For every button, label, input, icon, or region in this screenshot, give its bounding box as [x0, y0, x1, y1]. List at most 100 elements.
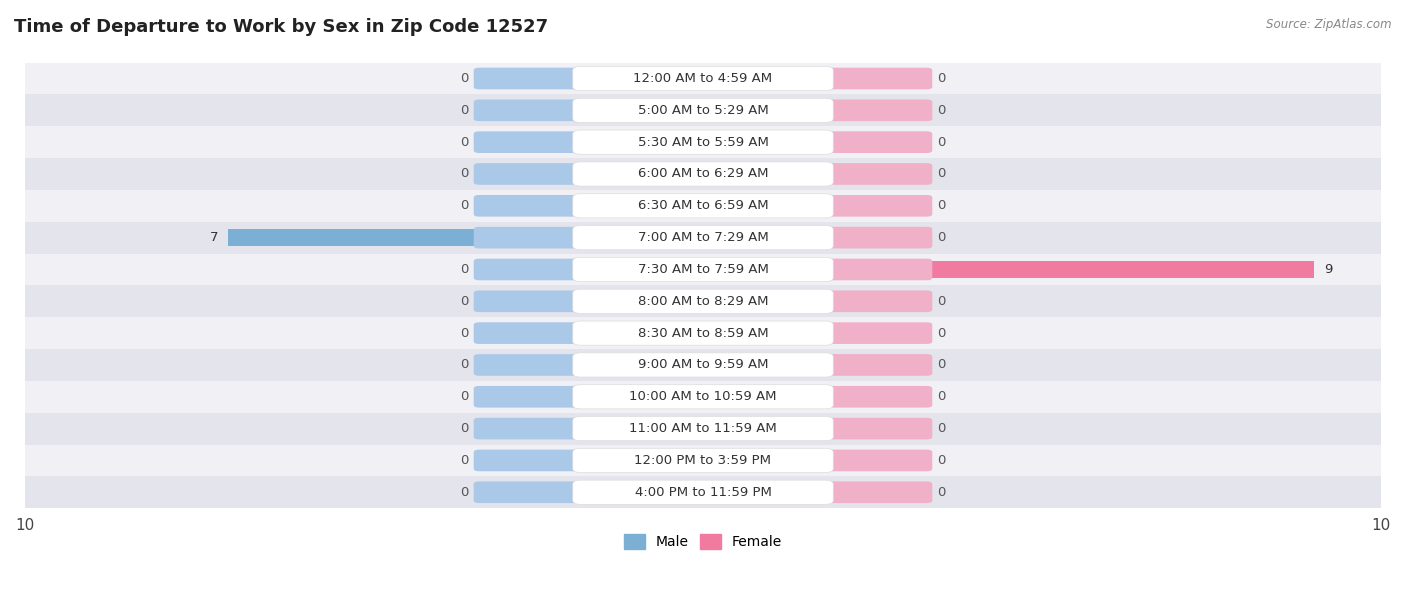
- FancyBboxPatch shape: [572, 162, 834, 186]
- Text: 8:30 AM to 8:59 AM: 8:30 AM to 8:59 AM: [638, 327, 768, 340]
- FancyBboxPatch shape: [572, 416, 834, 441]
- FancyBboxPatch shape: [820, 227, 932, 249]
- Bar: [25, 95, 1381, 126]
- Bar: [25, 62, 1381, 95]
- Text: 7:30 AM to 7:59 AM: 7:30 AM to 7:59 AM: [637, 263, 769, 276]
- Text: 6:00 AM to 6:29 AM: 6:00 AM to 6:29 AM: [638, 167, 768, 180]
- FancyBboxPatch shape: [572, 321, 834, 345]
- Text: 0: 0: [461, 167, 470, 180]
- FancyBboxPatch shape: [474, 481, 586, 503]
- Text: 11:00 AM to 11:59 AM: 11:00 AM to 11:59 AM: [628, 422, 778, 435]
- Text: 0: 0: [461, 104, 470, 117]
- Text: 0: 0: [936, 167, 945, 180]
- FancyBboxPatch shape: [572, 449, 834, 472]
- Text: 0: 0: [936, 422, 945, 435]
- Text: 0: 0: [461, 72, 470, 85]
- Text: 5:30 AM to 5:59 AM: 5:30 AM to 5:59 AM: [637, 136, 769, 149]
- FancyBboxPatch shape: [474, 354, 586, 376]
- Text: 7:00 AM to 7:29 AM: 7:00 AM to 7:29 AM: [638, 231, 768, 244]
- Text: 0: 0: [936, 72, 945, 85]
- FancyBboxPatch shape: [572, 226, 834, 250]
- FancyBboxPatch shape: [820, 386, 932, 408]
- FancyBboxPatch shape: [474, 227, 586, 249]
- Text: 9: 9: [1323, 263, 1331, 276]
- Text: 0: 0: [936, 104, 945, 117]
- FancyBboxPatch shape: [820, 322, 932, 344]
- Bar: [703, 261, 1313, 278]
- FancyBboxPatch shape: [474, 259, 586, 280]
- Text: 7: 7: [209, 231, 218, 244]
- FancyBboxPatch shape: [474, 418, 586, 440]
- Text: 12:00 AM to 4:59 AM: 12:00 AM to 4:59 AM: [634, 72, 772, 85]
- FancyBboxPatch shape: [474, 290, 586, 312]
- FancyBboxPatch shape: [820, 354, 932, 376]
- Text: 8:00 AM to 8:29 AM: 8:00 AM to 8:29 AM: [638, 295, 768, 308]
- Bar: [25, 158, 1381, 190]
- Text: 0: 0: [461, 263, 470, 276]
- Bar: [25, 444, 1381, 477]
- Text: 0: 0: [461, 136, 470, 149]
- Text: 12:00 PM to 3:59 PM: 12:00 PM to 3:59 PM: [634, 454, 772, 467]
- Text: 0: 0: [461, 199, 470, 212]
- Text: 0: 0: [936, 454, 945, 467]
- FancyBboxPatch shape: [572, 98, 834, 123]
- Text: 0: 0: [936, 136, 945, 149]
- FancyBboxPatch shape: [820, 163, 932, 185]
- Text: 0: 0: [461, 486, 470, 499]
- Text: 10:00 AM to 10:59 AM: 10:00 AM to 10:59 AM: [630, 390, 776, 403]
- Text: 4:00 PM to 11:59 PM: 4:00 PM to 11:59 PM: [634, 486, 772, 499]
- Bar: [228, 229, 703, 246]
- FancyBboxPatch shape: [474, 322, 586, 344]
- Text: 0: 0: [936, 358, 945, 371]
- FancyBboxPatch shape: [820, 259, 932, 280]
- FancyBboxPatch shape: [474, 68, 586, 89]
- Bar: [25, 381, 1381, 413]
- FancyBboxPatch shape: [474, 195, 586, 217]
- Text: 0: 0: [461, 358, 470, 371]
- Bar: [25, 190, 1381, 222]
- Text: 5:00 AM to 5:29 AM: 5:00 AM to 5:29 AM: [638, 104, 768, 117]
- FancyBboxPatch shape: [572, 480, 834, 505]
- Text: 9:00 AM to 9:59 AM: 9:00 AM to 9:59 AM: [638, 358, 768, 371]
- FancyBboxPatch shape: [474, 163, 586, 185]
- FancyBboxPatch shape: [572, 385, 834, 409]
- Text: Source: ZipAtlas.com: Source: ZipAtlas.com: [1267, 18, 1392, 31]
- FancyBboxPatch shape: [820, 131, 932, 153]
- Text: 0: 0: [461, 454, 470, 467]
- FancyBboxPatch shape: [820, 99, 932, 121]
- FancyBboxPatch shape: [474, 450, 586, 471]
- Text: 0: 0: [461, 295, 470, 308]
- FancyBboxPatch shape: [474, 386, 586, 408]
- FancyBboxPatch shape: [572, 130, 834, 154]
- Bar: [25, 222, 1381, 253]
- Text: 0: 0: [461, 390, 470, 403]
- Text: Time of Departure to Work by Sex in Zip Code 12527: Time of Departure to Work by Sex in Zip …: [14, 18, 548, 36]
- FancyBboxPatch shape: [820, 195, 932, 217]
- FancyBboxPatch shape: [820, 481, 932, 503]
- FancyBboxPatch shape: [820, 450, 932, 471]
- Bar: [25, 477, 1381, 508]
- FancyBboxPatch shape: [820, 290, 932, 312]
- FancyBboxPatch shape: [820, 68, 932, 89]
- FancyBboxPatch shape: [572, 258, 834, 281]
- Text: 0: 0: [936, 486, 945, 499]
- Text: 0: 0: [936, 199, 945, 212]
- FancyBboxPatch shape: [474, 99, 586, 121]
- Bar: [25, 126, 1381, 158]
- Text: 0: 0: [936, 390, 945, 403]
- Text: 0: 0: [461, 422, 470, 435]
- Text: 0: 0: [936, 327, 945, 340]
- FancyBboxPatch shape: [474, 131, 586, 153]
- Text: 0: 0: [936, 295, 945, 308]
- Bar: [25, 253, 1381, 286]
- Bar: [25, 317, 1381, 349]
- Text: 6:30 AM to 6:59 AM: 6:30 AM to 6:59 AM: [638, 199, 768, 212]
- FancyBboxPatch shape: [572, 67, 834, 90]
- Legend: Male, Female: Male, Female: [619, 529, 787, 555]
- FancyBboxPatch shape: [572, 289, 834, 314]
- FancyBboxPatch shape: [572, 194, 834, 218]
- FancyBboxPatch shape: [820, 418, 932, 440]
- Bar: [25, 413, 1381, 444]
- Bar: [25, 349, 1381, 381]
- Text: 0: 0: [936, 231, 945, 244]
